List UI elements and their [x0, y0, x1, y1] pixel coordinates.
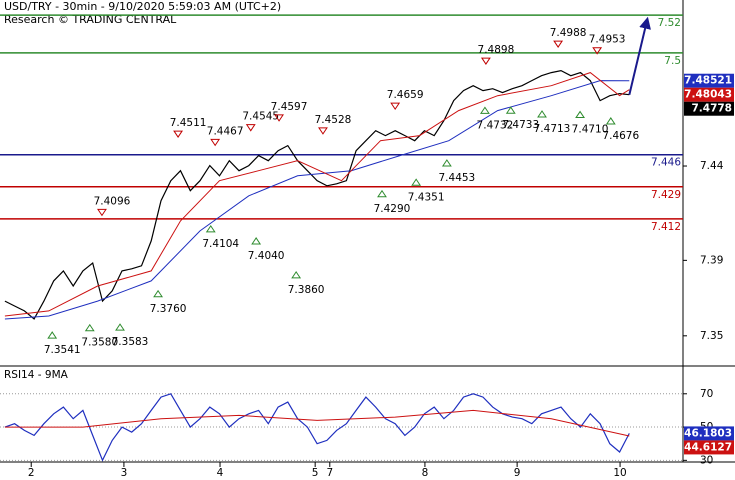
low-label: 7.4733: [502, 119, 539, 131]
x-tick-label: 9: [514, 467, 521, 479]
high-marker: [274, 114, 284, 122]
high-marker: [173, 130, 184, 138]
value-box: [684, 87, 734, 102]
high-label: 7.4528: [315, 114, 352, 126]
level-label: 7.412: [651, 221, 681, 233]
level-label: 7.429: [651, 189, 681, 201]
level-label: 7.5: [664, 55, 681, 67]
low-marker: [153, 289, 164, 298]
low-label: 7.3760: [150, 303, 187, 315]
high-label: 7.4467: [207, 125, 244, 137]
low-marker: [505, 106, 516, 114]
low-label: 7.4732: [477, 119, 514, 131]
low-marker: [479, 106, 490, 114]
high-marker: [480, 57, 491, 65]
value-box: [684, 440, 734, 455]
low-label: 7.4351: [408, 191, 445, 203]
value-box-label: 7.48043: [684, 89, 732, 101]
high-marker: [553, 40, 564, 48]
rsi-title: RSI14 - 9MA: [4, 369, 69, 381]
level-label: 7.446: [651, 157, 681, 169]
high-label: 7.4511: [170, 117, 207, 129]
low-label: 7.3583: [112, 336, 149, 348]
low-marker: [47, 331, 58, 339]
high-label: 7.4659: [387, 89, 424, 101]
low-label: 7.4040: [248, 250, 285, 262]
x-tick-label: 8: [422, 467, 429, 479]
chart-subtitle: Research © TRADING CENTRAL: [4, 13, 177, 26]
x-tick-label: 7: [326, 467, 333, 479]
low-label: 7.3860: [288, 284, 325, 296]
value-box-label: 7.4778: [691, 103, 732, 115]
value-box-label: 7.48521: [684, 75, 732, 87]
low-marker: [575, 110, 585, 119]
level-label: 7.52: [658, 17, 681, 29]
low-label: 7.4453: [439, 172, 476, 184]
high-label: 7.4898: [478, 44, 515, 56]
low-label: 7.3580: [81, 337, 118, 349]
high-label: 7.4096: [94, 195, 131, 207]
low-label: 7.4710: [572, 124, 609, 136]
x-tick-label: 4: [217, 467, 224, 479]
low-label: 7.4104: [202, 238, 239, 250]
y-tick-label: 70: [700, 388, 713, 400]
low-marker: [377, 189, 387, 198]
high-marker: [318, 127, 328, 135]
high-marker: [97, 208, 107, 217]
value-box: [684, 426, 734, 441]
low-marker: [605, 117, 616, 125]
y-tick-label: 7.35: [700, 330, 723, 342]
series-line: [4, 409, 630, 437]
y-tick-label: 7.44: [700, 160, 724, 172]
low-label: 7.4290: [374, 203, 411, 215]
low-marker: [205, 224, 216, 233]
high-marker: [245, 124, 256, 132]
high-label: 7.4953: [589, 34, 626, 46]
value-box: [684, 73, 734, 88]
x-tick-label: 2: [28, 467, 35, 479]
x-tick-label: 5: [312, 467, 319, 479]
chart-title: USD/TRY - 30min - 9/10/2020 5:59:03 AM (…: [4, 0, 281, 13]
low-marker: [537, 110, 547, 118]
low-marker: [115, 323, 125, 331]
high-label: 7.4545: [242, 111, 279, 123]
low-marker: [251, 237, 262, 245]
x-tick-label: 10: [613, 467, 626, 479]
y-tick-label: 7.39: [700, 254, 723, 266]
low-label: 7.3541: [44, 344, 81, 356]
low-marker: [441, 159, 452, 167]
target-arrow: [628, 16, 651, 95]
low-label: 7.4676: [602, 130, 639, 142]
low-marker: [411, 178, 422, 186]
series-line: [4, 393, 630, 462]
x-tick-label: 3: [121, 467, 128, 479]
low-marker: [84, 323, 95, 332]
low-label: 7.4713: [534, 123, 571, 135]
series-line: [4, 72, 630, 317]
high-marker: [210, 138, 221, 147]
value-box: [684, 101, 734, 116]
value-box-label: 44.6127: [684, 441, 732, 453]
high-marker: [390, 102, 401, 111]
value-box-label: 46.1803: [684, 427, 732, 439]
high-label: 7.4988: [550, 27, 587, 39]
low-marker: [291, 270, 302, 279]
y-tick-label: 30: [700, 454, 713, 466]
high-marker: [592, 47, 603, 55]
series-line: [4, 69, 630, 320]
high-label: 7.4597: [271, 101, 308, 113]
